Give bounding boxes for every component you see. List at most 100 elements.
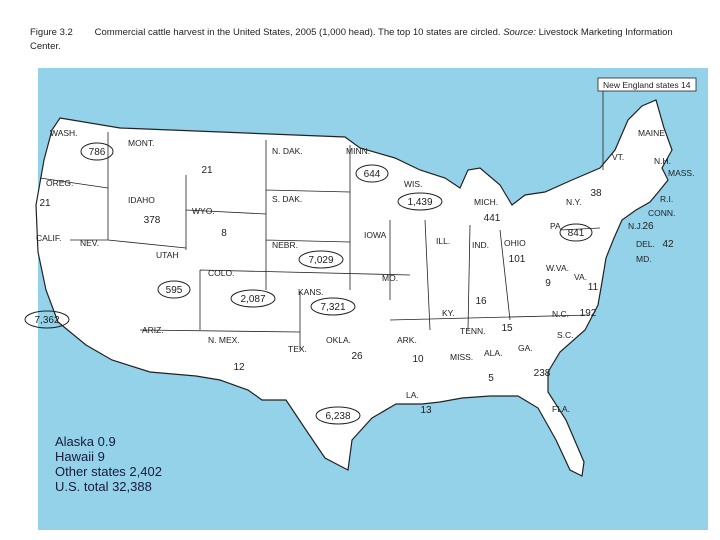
state-name: IDAHO [128, 195, 155, 205]
note: Other states 2,402 [55, 464, 162, 479]
new-england-label: New England states 14 [603, 80, 691, 90]
top-state-circle [355, 164, 389, 183]
state-name: WIS. [404, 179, 422, 189]
state-name: KANS. [298, 287, 324, 297]
new-england-box [597, 77, 697, 92]
state-name: MONT. [128, 138, 154, 148]
top-state-circle [80, 142, 114, 161]
state-name: ARIZ. [142, 325, 164, 335]
state-value: 26 [351, 351, 363, 362]
state-name: N.Y. [566, 197, 581, 207]
state-value: 7,029 [308, 255, 333, 266]
state-name: S. DAK. [272, 194, 302, 204]
note: U.S. total 32,388 [55, 479, 152, 494]
note: Hawaii 9 [55, 449, 105, 464]
state-name: MINN. [346, 146, 370, 156]
top-state-circle [230, 289, 276, 308]
state-name: MO. [382, 273, 398, 283]
state-name: MICH. [474, 197, 498, 207]
state-name: S.C. [557, 330, 574, 340]
state-name: COLO. [208, 268, 234, 278]
state-value: 9 [545, 278, 551, 289]
note: Alaska 0.9 [55, 434, 116, 449]
state-name: IOWA [364, 230, 387, 240]
top-state-circle [298, 250, 344, 269]
state-value: 21 [201, 165, 213, 176]
state-value: 10 [412, 354, 424, 365]
state-value: 15 [501, 323, 513, 334]
state-value: 12 [233, 362, 245, 373]
state-name: NEV. [80, 238, 99, 248]
state-value: 6,238 [325, 411, 350, 422]
source-text: Livestock Marketing Information Center. [30, 27, 673, 52]
state-value: 21 [39, 198, 51, 209]
top-state-circle [397, 192, 443, 211]
state-name: TEX. [288, 344, 307, 354]
state-value: 16 [475, 296, 487, 307]
state-value: 238 [534, 368, 551, 379]
state-name: VA. [574, 272, 587, 282]
state-value: 8 [221, 228, 227, 239]
state-value: 38 [590, 188, 602, 199]
state-name: ARK. [397, 335, 417, 345]
state-name: N. DAK. [272, 146, 303, 156]
state-value: 841 [568, 228, 585, 239]
state-name: NEBR. [272, 240, 298, 250]
state-name: DEL. [636, 239, 655, 249]
state-value: 7,362 [34, 315, 59, 326]
state-name: CALIF. [36, 233, 62, 243]
state-value: 5 [488, 373, 494, 384]
top-state-circle [310, 297, 356, 316]
state-name: OREG. [46, 178, 73, 188]
state-name: WYO. [192, 206, 215, 216]
figure-label: Figure 3.2 [30, 27, 73, 38]
state-name: OHIO [504, 238, 526, 248]
state-name: ALA. [484, 348, 502, 358]
state-name: LA. [406, 390, 419, 400]
state-name: FLA. [552, 404, 570, 414]
state-value: 7,321 [320, 302, 345, 313]
state-name: MISS. [450, 352, 473, 362]
state-labels: WASH. 786 MONT. 21 OREG. 21 IDAHO 378 WYO. 8 N. DA… [24, 128, 694, 425]
state-name: OKLA. [326, 335, 351, 345]
state-name: WASH. [50, 128, 78, 138]
state-name: R.I. [660, 194, 673, 204]
state-name: N.C. [552, 309, 569, 319]
state-value: 192 [580, 308, 597, 319]
state-value: 42 [662, 239, 674, 250]
state-name: N.J. [628, 221, 643, 231]
state-borders [39, 132, 601, 350]
state-value: 441 [484, 213, 501, 224]
state-value: 786 [89, 147, 106, 158]
caption: Figure 3.2 Commercial cattle harvest in … [30, 26, 700, 54]
source-label: Source: [503, 27, 536, 38]
state-value: 644 [364, 169, 381, 180]
state-name: PA. [550, 221, 563, 231]
state-name: KY. [442, 308, 455, 318]
state-name: GA. [518, 343, 533, 353]
state-name: VT. [612, 152, 624, 162]
state-name: W.VA. [546, 263, 569, 273]
state-name: MAINE [638, 128, 665, 138]
state-value: 378 [144, 215, 161, 226]
state-value: 1,439 [407, 197, 432, 208]
state-value: 13 [420, 405, 432, 416]
top-state-circle [315, 406, 361, 425]
state-value: 26 [642, 221, 654, 232]
state-name: TENN. [460, 326, 486, 336]
state-name: IND. [472, 240, 489, 250]
top-state-circle [157, 280, 191, 299]
state-name: MD. [636, 254, 652, 264]
state-name: N. MEX. [208, 335, 240, 345]
state-name: MASS. [668, 168, 694, 178]
state-value: 11 [588, 282, 599, 293]
top-state-circle [24, 310, 70, 329]
caption-text: Commercial cattle harvest in the United … [94, 27, 501, 38]
state-name: ILL. [436, 236, 450, 246]
state-value: 101 [509, 254, 526, 265]
state-name: UTAH [156, 250, 179, 260]
state-value: 2,087 [240, 294, 265, 305]
